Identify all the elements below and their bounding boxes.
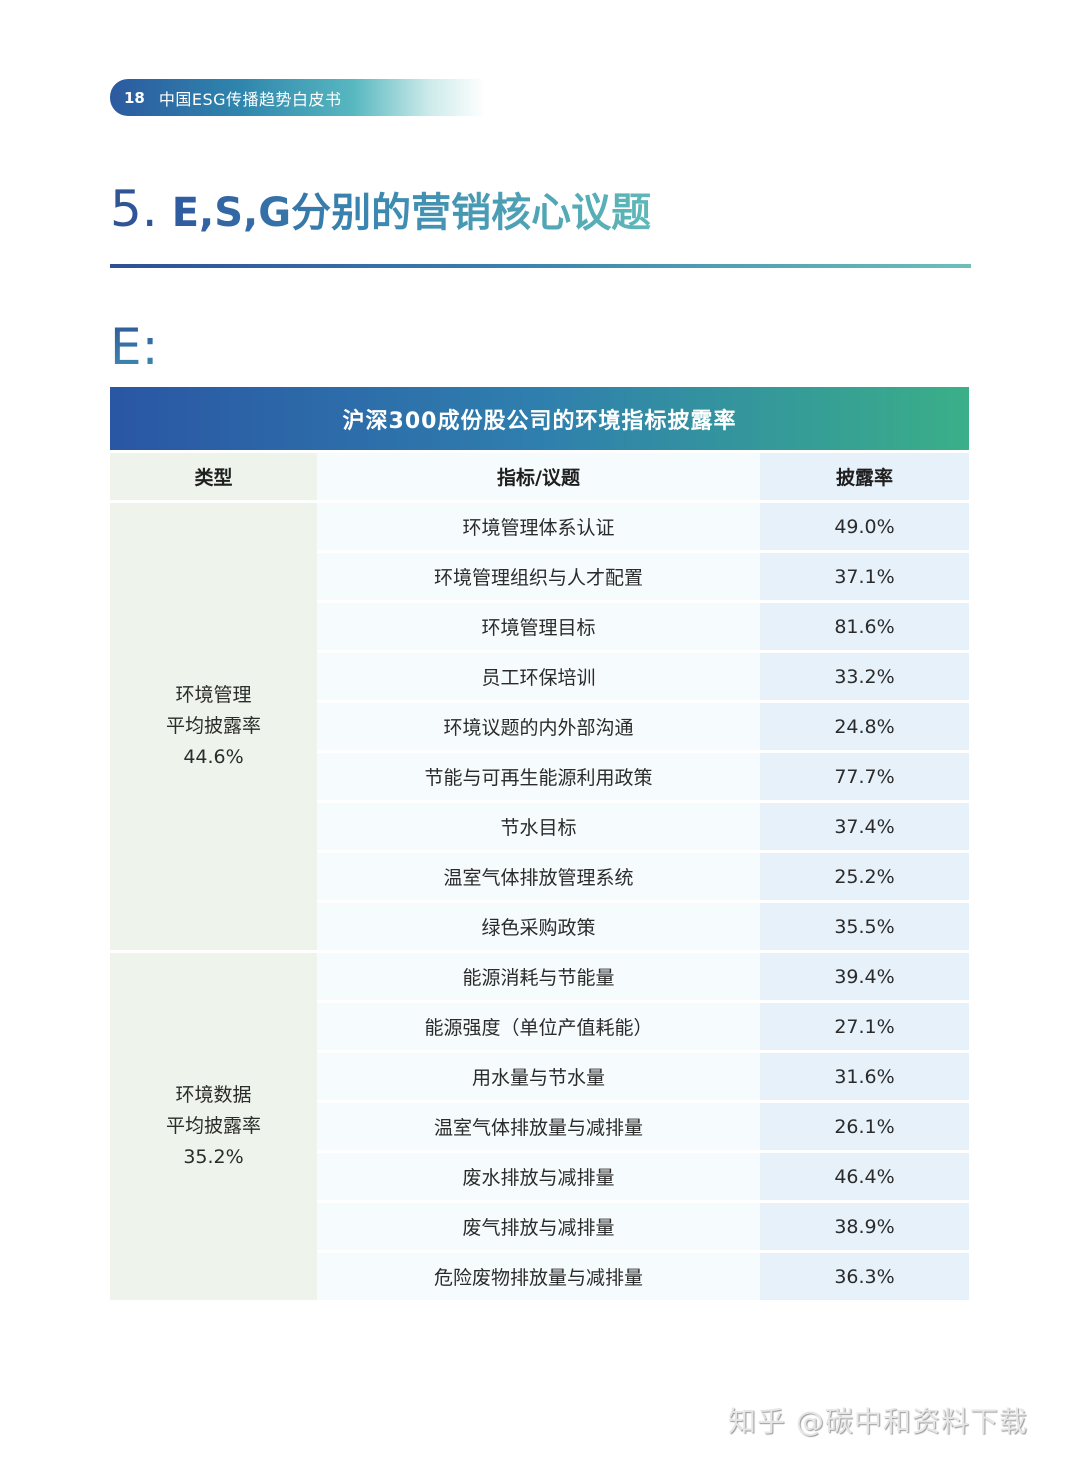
indicator-cell: 能源消耗与节能量 xyxy=(317,953,760,1000)
indicator-cell: 用水量与节水量 xyxy=(317,1053,760,1100)
running-header: 18 中国ESG传播趋势白皮书 xyxy=(110,79,485,116)
indicator-cell: 环境管理组织与人才配置 xyxy=(317,553,760,600)
column-header-indicator: 指标/议题 xyxy=(317,453,760,500)
indicator-cell: 温室气体排放管理系统 xyxy=(317,853,760,900)
indicator-cell: 环境议题的内外部沟通 xyxy=(317,703,760,750)
rate-cell: 27.1% xyxy=(760,1003,969,1050)
rate-cell: 37.4% xyxy=(760,803,969,850)
type-cell-environmental-data: 环境数据 平均披露率 35.2% xyxy=(110,953,317,1300)
rate-cell: 77.7% xyxy=(760,753,969,800)
column-header-type: 类型 xyxy=(110,453,317,500)
type-sublabel: 平均披露率 xyxy=(165,1115,261,1137)
rate-cell: 49.0% xyxy=(760,503,969,550)
indicator-cell: 节水目标 xyxy=(317,803,760,850)
indicator-cell: 废气排放与减排量 xyxy=(317,1203,760,1250)
indicator-cell: 员工环保培训 xyxy=(317,653,760,700)
indicator-cell: 废水排放与减排量 xyxy=(317,1153,760,1200)
rate-cell: 81.6% xyxy=(760,603,969,650)
indicator-cell: 节能与可再生能源利用政策 xyxy=(317,753,760,800)
rate-cell: 31.6% xyxy=(760,1053,969,1100)
rate-cell: 25.2% xyxy=(760,853,969,900)
type-average-rate: 35.2% xyxy=(183,1146,244,1168)
rate-cell: 33.2% xyxy=(760,653,969,700)
disclosure-table: 沪深300成份股公司的环境指标披露率 类型 指标/议题 披露率 环境管理 平均披… xyxy=(110,387,969,1300)
indicator-cell: 环境管理目标 xyxy=(317,603,760,650)
watermark: 知乎 @碳中和资料下载 xyxy=(728,1405,1028,1438)
type-cell-environmental-management: 环境管理 平均披露率 44.6% xyxy=(110,503,317,950)
title-divider xyxy=(110,264,971,268)
document-title: 中国ESG传播趋势白皮书 xyxy=(158,89,342,109)
rate-cell: 36.3% xyxy=(760,1253,969,1300)
column-header-rate: 披露率 xyxy=(760,453,969,500)
section-heading: 5. E,S,G分别的营销核心议题 xyxy=(110,180,651,250)
type-label: 环境管理 xyxy=(175,684,252,706)
type-sublabel: 平均披露率 xyxy=(165,715,261,737)
indicator-cell: 温室气体排放量与减排量 xyxy=(317,1103,760,1150)
subsection-label: E: xyxy=(110,318,159,376)
table-title: 沪深300成份股公司的环境指标披露率 xyxy=(110,387,969,450)
type-label: 环境数据 xyxy=(175,1084,252,1106)
section-title: E,S,G分别的营销核心议题 xyxy=(172,180,651,238)
type-average-rate: 44.6% xyxy=(183,746,244,768)
rate-cell: 39.4% xyxy=(760,953,969,1000)
rate-cell: 35.5% xyxy=(760,903,969,950)
indicator-cell: 绿色采购政策 xyxy=(317,903,760,950)
rate-cell: 46.4% xyxy=(760,1153,969,1200)
table-grid: 类型 指标/议题 披露率 环境管理 平均披露率 44.6% 环境管理体系认证 4… xyxy=(110,453,969,1300)
indicator-cell: 能源强度（单位产值耗能） xyxy=(317,1003,760,1050)
page-number: 18 xyxy=(124,88,145,107)
rate-cell: 26.1% xyxy=(760,1103,969,1150)
rate-cell: 38.9% xyxy=(760,1203,969,1250)
section-number: 5. xyxy=(110,180,158,238)
indicator-cell: 危险废物排放量与减排量 xyxy=(317,1253,760,1300)
indicator-cell: 环境管理体系认证 xyxy=(317,503,760,550)
rate-cell: 37.1% xyxy=(760,553,969,600)
rate-cell: 24.8% xyxy=(760,703,969,750)
